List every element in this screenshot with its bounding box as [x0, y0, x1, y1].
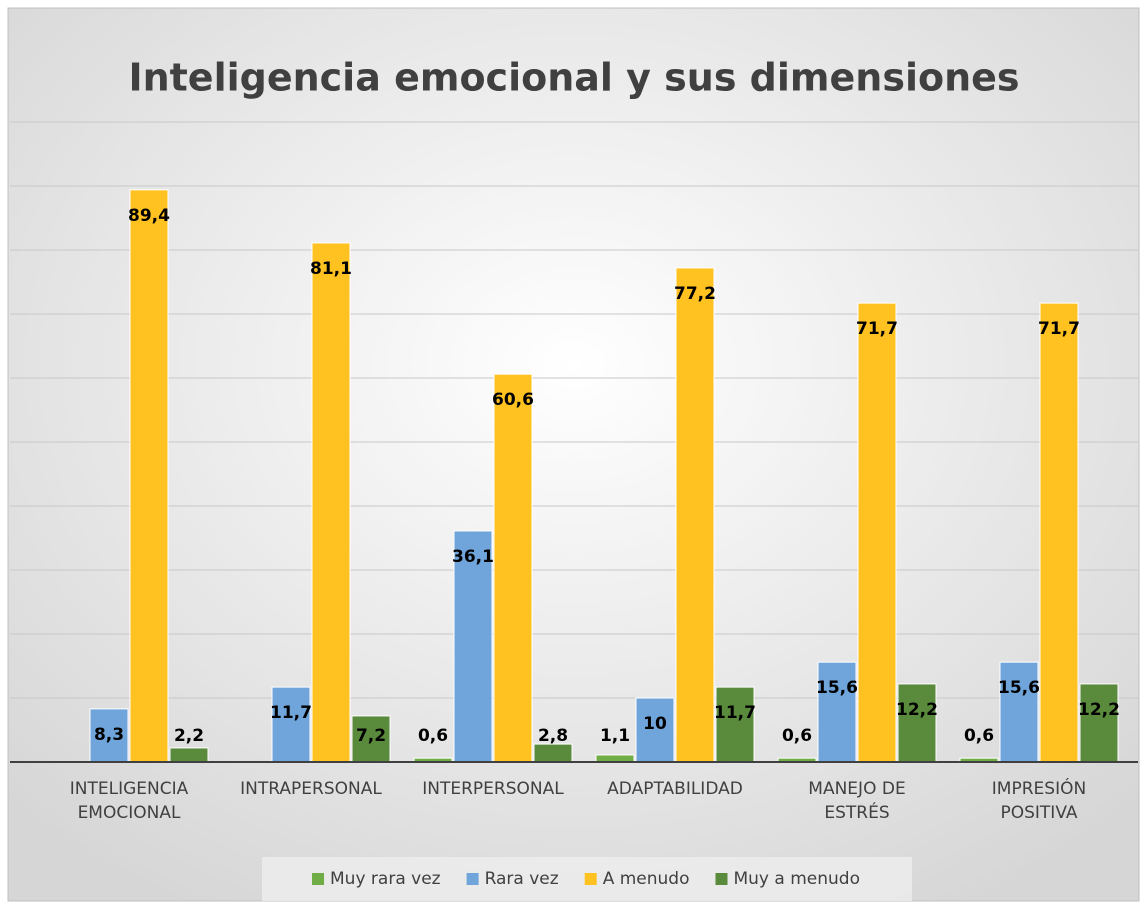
x-tick-label: INTELIGENCIA EMOCIONAL: [69, 779, 189, 823]
bar: [595, 754, 635, 763]
data-label: 71,7: [1038, 319, 1080, 339]
x-tick-label: MANEJO DE ESTRÉS: [808, 779, 906, 823]
data-label: 81,1: [310, 259, 352, 279]
bar: [129, 189, 169, 763]
legend-label: Muy a menudo: [733, 869, 860, 889]
data-label: 2,2: [174, 726, 204, 746]
data-label: 10: [643, 714, 667, 734]
x-tick-label: INTRAPERSONAL: [240, 779, 382, 799]
x-tick-label: IMPRESIÓN POSITIVA: [991, 779, 1087, 823]
data-label: 71,7: [856, 319, 898, 339]
data-label: 0,6: [418, 726, 448, 746]
bar: [533, 743, 573, 763]
legend-swatch: [466, 873, 479, 885]
bar: [453, 530, 493, 763]
data-label: 89,4: [128, 206, 170, 226]
data-label: 7,2: [356, 726, 386, 746]
legend-label: Muy rara vez: [330, 869, 441, 889]
data-label: 77,2: [674, 284, 716, 304]
legend-swatch: [715, 873, 728, 885]
bar: [999, 661, 1039, 763]
bar: [857, 302, 897, 763]
legend-swatch: [312, 873, 325, 885]
data-label: 12,2: [896, 700, 938, 720]
bar: [817, 661, 857, 763]
data-label: 8,3: [94, 725, 124, 745]
data-label: 11,7: [714, 703, 756, 723]
x-tick-label: ADAPTABILIDAD: [607, 779, 743, 799]
data-label: 15,6: [998, 678, 1040, 698]
bar: [311, 242, 351, 763]
data-label: 2,8: [538, 726, 568, 746]
legend-label: A menudo: [603, 869, 690, 889]
chart-title: Inteligencia emocional y sus dimensiones: [128, 56, 1019, 100]
data-label: 0,6: [782, 726, 812, 746]
data-label: 12,2: [1078, 700, 1120, 720]
data-label: 60,6: [492, 390, 534, 410]
bar: [675, 267, 715, 763]
bar: [1079, 683, 1119, 763]
bar: [1039, 302, 1079, 763]
chart-background: [7, 7, 1140, 902]
data-label: 1,1: [600, 726, 630, 746]
data-label: 11,7: [270, 703, 312, 723]
bar: [351, 715, 391, 763]
bar: [169, 747, 209, 763]
bar: [271, 686, 311, 763]
bar: [635, 697, 675, 763]
legend-swatch: [584, 873, 597, 885]
bar: [897, 683, 937, 763]
data-label: 0,6: [964, 726, 994, 746]
legend-label: Rara vez: [485, 869, 559, 889]
data-label: 15,6: [816, 678, 858, 698]
x-tick-label: INTERPERSONAL: [422, 779, 564, 799]
bar: [715, 686, 755, 763]
data-label: 36,1: [452, 547, 494, 567]
bar: [493, 373, 533, 763]
